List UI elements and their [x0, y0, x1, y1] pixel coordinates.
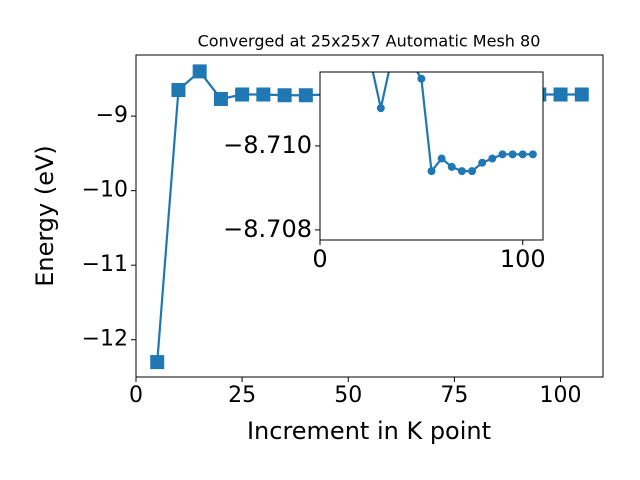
x-tick-label: 0 [312, 245, 327, 273]
plot-area [367, 58, 537, 176]
marker [213, 91, 228, 106]
marker [171, 83, 186, 98]
y-tick-label: −12 [82, 327, 128, 352]
marker [367, 58, 375, 66]
axes-frame [135, 54, 604, 378]
chart-title: Converged at 25x25x7 Automatic Mesh 80 [198, 32, 541, 51]
x-tick-label: 25 [228, 383, 256, 408]
marker [437, 154, 446, 163]
marker [574, 87, 589, 102]
marker [488, 154, 497, 163]
y-tick-label: −9 [96, 103, 128, 128]
marker [298, 88, 313, 103]
marker [518, 150, 527, 159]
marker [417, 74, 426, 83]
y-axis-label: Energy (eV) [31, 145, 59, 287]
x-tick-label: 100 [540, 383, 582, 408]
marker [528, 150, 537, 159]
x-axis-label: Increment in K point [247, 417, 491, 445]
axes-frame [319, 71, 544, 241]
marker [468, 167, 477, 176]
marker [192, 64, 207, 79]
marker [447, 162, 456, 171]
marker [478, 158, 487, 167]
marker [387, 58, 395, 66]
x-tick-label: 100 [500, 245, 546, 273]
y-tick-label: −8.708 [223, 215, 312, 243]
marker [498, 150, 507, 159]
y-tick-label: −10 [82, 178, 128, 203]
marker [553, 87, 568, 102]
x-tick-label: 0 [129, 383, 143, 408]
marker [457, 167, 466, 176]
marker [508, 150, 517, 159]
marker [376, 104, 385, 113]
marker [235, 87, 250, 102]
marker [256, 87, 271, 102]
marker [150, 355, 165, 370]
x-tick-label: 75 [440, 383, 468, 408]
marker [397, 58, 405, 66]
y-tick-label: −11 [82, 252, 128, 277]
marker [407, 58, 415, 66]
y-tick-label: −8.710 [223, 131, 312, 159]
marker [277, 88, 292, 103]
marker [427, 167, 436, 176]
x-tick-label: 50 [334, 383, 362, 408]
